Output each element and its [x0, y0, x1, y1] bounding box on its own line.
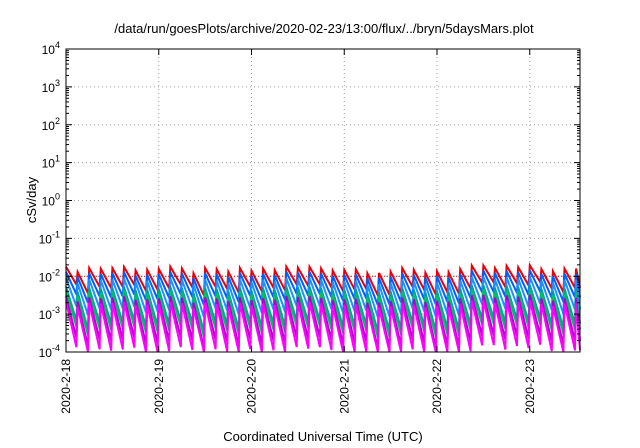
series-line-7 — [65, 299, 581, 353]
y-tick-label: 102 — [42, 116, 60, 133]
x-tick-label: 2020-2-19 — [152, 359, 166, 414]
series-line-6 — [65, 294, 581, 349]
series-line-5 — [65, 288, 581, 338]
y-tick-label: 104 — [42, 40, 60, 57]
x-axis-ticks: 2020-2-18 2020-2-19 2020-2-20 2020-2-21 2020… — [59, 49, 537, 414]
y-tick-label: 10-3 — [39, 305, 60, 322]
plot-frame — [65, 48, 581, 353]
y-tick-label: 103 — [42, 78, 60, 95]
y-tick-label: 10-1 — [39, 229, 60, 246]
x-tick-label: 2020-2-20 — [245, 359, 259, 414]
series-group — [65, 261, 581, 353]
y-tick-label: 100 — [42, 192, 60, 209]
x-tick-label: 2020-2-18 — [59, 359, 73, 414]
chart-title: /data/run/goesPlots/archive/2020-02-23/1… — [114, 21, 534, 36]
series-line-4 — [65, 284, 581, 333]
series-line-3 — [65, 276, 581, 318]
y-tick-label: 10-2 — [39, 267, 60, 284]
y-tick-label: 10-4 — [39, 343, 60, 360]
series-line-2 — [65, 269, 581, 306]
x-tick-label: 2020-2-23 — [523, 359, 537, 414]
x-tick-label: 2020-2-22 — [430, 359, 444, 414]
y-tick-label: 101 — [42, 154, 60, 171]
y-axis-label: cSv/day — [24, 176, 39, 223]
x-axis-label: Coordinated Universal Time (UTC) — [223, 429, 422, 444]
series-line-1 — [65, 261, 581, 297]
x-tick-label: 2020-2-21 — [337, 359, 351, 414]
